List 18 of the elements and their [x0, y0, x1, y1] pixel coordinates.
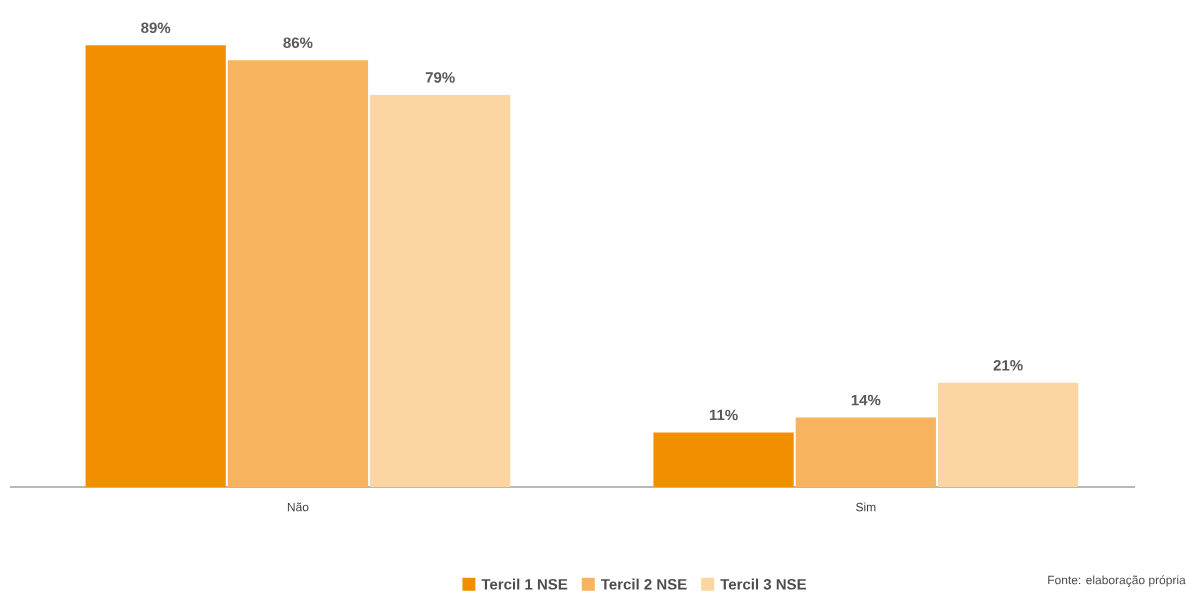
bar — [370, 94, 511, 487]
legend-label: Tercil 2 NSE — [600, 578, 687, 590]
x-tick-label: Não — [287, 502, 309, 512]
data-label: 89% — [141, 22, 171, 34]
source-note: Fonte: elaboração própria — [1048, 575, 1186, 587]
bar — [227, 60, 369, 487]
data-label: 79% — [425, 72, 455, 83]
bar — [85, 45, 226, 487]
legend-label: Tercil 1 NSE — [481, 578, 568, 590]
x-tick-label: Sim — [856, 502, 876, 512]
data-label: 11% — [709, 409, 738, 421]
data-label: 21% — [993, 360, 1023, 371]
legend-label: Tercil 3 NSE — [720, 578, 807, 590]
data-label: 14% — [851, 394, 881, 406]
bar — [795, 417, 936, 487]
bar — [937, 382, 1079, 487]
bar — [653, 432, 794, 487]
data-label: 86% — [283, 37, 313, 48]
